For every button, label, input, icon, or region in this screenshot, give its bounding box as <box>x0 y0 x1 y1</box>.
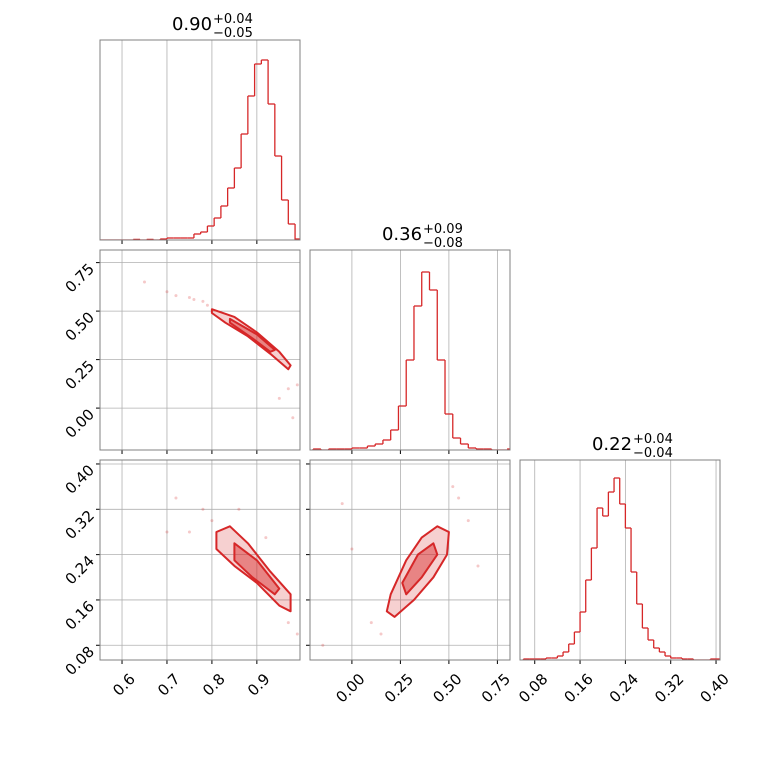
x-tick-label: 0.24 <box>606 670 642 706</box>
pair-panel <box>142 280 299 420</box>
sample-point <box>187 296 191 300</box>
contour <box>385 525 450 618</box>
histogram <box>312 271 510 450</box>
sample-point <box>201 507 205 511</box>
sample-point <box>451 485 455 489</box>
sample-point <box>165 530 169 534</box>
sample-point <box>264 536 268 540</box>
x-tick-label: 0.16 <box>560 670 596 706</box>
y-tick-label: 0.40 <box>62 461 98 497</box>
x-tick-label: 0.25 <box>381 670 417 706</box>
histogram <box>100 59 300 240</box>
contour <box>210 308 292 371</box>
sample-point <box>237 507 241 511</box>
sample-point <box>379 632 383 636</box>
pair-panel <box>165 496 299 636</box>
contour <box>233 542 281 596</box>
sample-point <box>350 547 354 551</box>
sample-point <box>466 519 470 523</box>
y-tick-label: 0.08 <box>62 643 98 679</box>
panel-frame <box>309 249 511 451</box>
sample-point <box>286 387 290 391</box>
contour <box>401 542 439 596</box>
y-tick-label: 0.24 <box>62 552 98 588</box>
panel-frame <box>519 459 721 661</box>
sample-point <box>340 502 344 506</box>
sample-point <box>295 632 299 636</box>
sample-point <box>476 564 480 568</box>
x-tick-label: 0.50 <box>429 670 465 706</box>
panel-title: 0.90 <box>172 14 212 35</box>
contour <box>228 317 276 353</box>
y-tick-label: 0.16 <box>62 597 98 633</box>
pair-panel <box>321 485 480 647</box>
sample-point <box>369 621 373 625</box>
histogram <box>522 477 720 660</box>
title-upper: +0.09 <box>423 222 463 237</box>
x-tick-label: 0.40 <box>696 670 732 706</box>
sample-point <box>210 519 214 523</box>
sample-point <box>192 297 196 301</box>
panel-frame <box>99 39 301 241</box>
x-tick-label: 0.6 <box>109 670 139 700</box>
x-tick-label: 0.00 <box>332 670 368 706</box>
x-tick-label: 0.75 <box>478 670 514 706</box>
y-tick-label: 0.75 <box>62 260 98 296</box>
panel-frame <box>99 249 301 451</box>
sample-point <box>201 299 205 303</box>
title-value: 0.36 <box>382 224 422 245</box>
sample-point <box>291 416 295 420</box>
title-upper: +0.04 <box>213 12 253 27</box>
sample-point <box>457 496 461 500</box>
sample-point <box>286 621 290 625</box>
title-lower: −0.05 <box>213 26 253 41</box>
x-tick-label: 0.32 <box>651 670 687 706</box>
x-tick-label: 0.8 <box>199 670 229 700</box>
title-value: 0.90 <box>172 14 212 35</box>
y-tick-label: 0.32 <box>62 507 98 543</box>
x-tick-label: 0.9 <box>244 670 274 700</box>
panel-frame <box>99 459 301 661</box>
y-tick-label: 0.50 <box>62 308 98 344</box>
x-tick-label: 0.7 <box>154 670 184 700</box>
sample-point <box>187 530 191 534</box>
x-tick-label: 0.08 <box>515 670 551 706</box>
sample-point <box>277 396 281 400</box>
panel-title: 0.22 <box>592 434 632 455</box>
title-upper: +0.04 <box>633 432 673 447</box>
sample-point <box>295 383 299 387</box>
sample-point <box>321 643 325 647</box>
title-lower: −0.04 <box>633 446 673 461</box>
sample-point <box>174 496 178 500</box>
sample-point <box>174 294 178 298</box>
sample-point <box>165 290 169 294</box>
panel-frame <box>309 459 511 661</box>
panel-title: 0.36 <box>382 224 422 245</box>
title-value: 0.22 <box>592 434 632 455</box>
sample-point <box>205 303 209 307</box>
y-tick-label: 0.25 <box>62 357 98 393</box>
sample-point <box>142 280 146 284</box>
title-lower: −0.08 <box>423 236 463 251</box>
y-tick-label: 0.00 <box>62 405 98 441</box>
